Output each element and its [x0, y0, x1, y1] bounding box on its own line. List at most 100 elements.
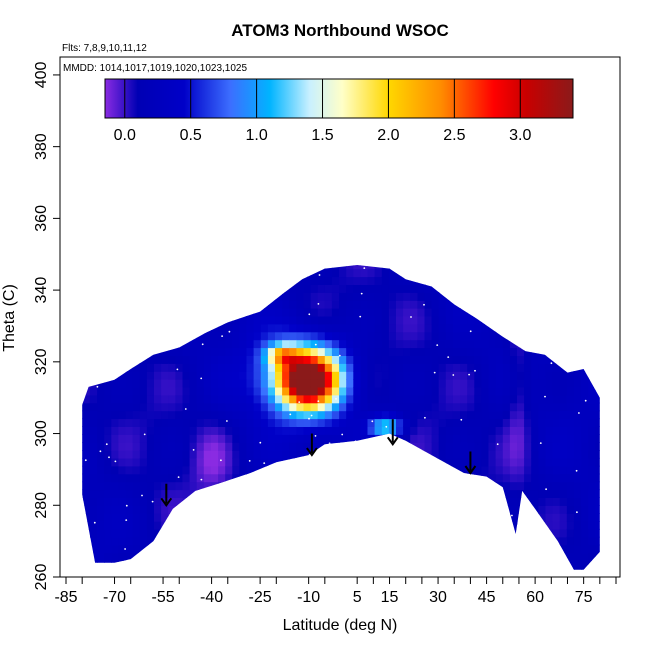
heatmap-cell	[154, 497, 162, 506]
heatmap-cell	[524, 442, 532, 451]
heatmap-cell	[567, 245, 575, 254]
heatmap-cell	[559, 315, 568, 325]
heatmap-cell	[303, 560, 312, 569]
heatmap-cell	[196, 560, 205, 569]
heatmap-cell	[581, 465, 589, 475]
heatmap-cell	[524, 410, 532, 420]
heatmap-cell	[175, 253, 183, 261]
heatmap-cell	[502, 505, 511, 514]
heatmap-cell	[367, 300, 376, 309]
heatmap-cell	[460, 497, 468, 506]
heatmap-cell	[381, 568, 390, 570]
heatmap-cell	[239, 457, 248, 467]
y-tick-label: 400	[33, 61, 50, 88]
heatmap-cell	[111, 544, 119, 554]
heatmap-cell	[175, 434, 184, 443]
heatmap-cell	[467, 505, 475, 514]
heatmap-cell	[331, 355, 340, 364]
heatmap-cell	[381, 323, 390, 333]
heatmap-cell	[368, 253, 376, 261]
heatmap-cell	[524, 323, 532, 333]
heatmap-cell	[118, 434, 127, 443]
heatmap-cell	[253, 363, 262, 372]
heatmap-cell	[467, 418, 475, 427]
heatmap-cell	[111, 521, 119, 530]
heatmap-cell	[538, 418, 547, 427]
heatmap-cell	[132, 513, 141, 522]
heatmap-cell	[403, 315, 411, 325]
heatmap-cell	[275, 386, 283, 396]
heatmap-cell	[531, 473, 539, 483]
heatmap-cell	[360, 268, 369, 278]
heatmap-cell	[374, 331, 383, 341]
heatmap-cell	[566, 386, 575, 396]
heatmap-cell	[146, 265, 155, 270]
heatmap-cell	[353, 489, 361, 498]
heatmap-cell	[573, 505, 582, 514]
heatmap-cell	[573, 418, 582, 427]
heatmap-cell	[545, 536, 554, 546]
heatmap-cell	[374, 457, 383, 467]
heatmap-cell	[559, 371, 568, 380]
heatmap-cell	[367, 560, 376, 569]
heatmap-cell	[353, 347, 361, 356]
heatmap-cell	[438, 481, 447, 491]
heatmap-cell	[403, 363, 411, 372]
heatmap-cell	[82, 265, 91, 270]
heatmap-cell	[210, 552, 219, 562]
heatmap-cell	[168, 386, 176, 396]
heatmap-cell	[253, 434, 262, 443]
heatmap-cell	[495, 568, 504, 570]
heatmap-cell	[161, 410, 169, 420]
heatmap-cell	[588, 536, 596, 546]
heatmap-cell	[289, 513, 297, 522]
heatmap-cell	[246, 315, 255, 325]
heatmap-cell	[289, 418, 297, 427]
heatmap-cell	[339, 544, 347, 554]
heatmap-cell	[97, 371, 105, 380]
heatmap-cell	[353, 268, 361, 278]
heatmap-cell	[210, 265, 219, 270]
heatmap-cell	[531, 497, 539, 506]
heatmap-cell	[239, 465, 248, 475]
heatmap-cell	[445, 450, 454, 459]
heatmap-cell	[552, 521, 561, 530]
heatmap-cell	[381, 442, 390, 451]
heatmap-cell	[303, 276, 312, 285]
heatmap-cell	[388, 568, 397, 570]
heatmap-cell	[353, 331, 361, 341]
heatmap-cell	[381, 292, 390, 301]
heatmap-cell	[125, 513, 134, 522]
heatmap-cell	[267, 457, 276, 467]
heatmap-cell	[104, 457, 112, 467]
heatmap-cell	[82, 268, 91, 278]
heatmap-cell	[125, 379, 134, 388]
heatmap-cell	[246, 268, 255, 278]
heatmap-cell	[168, 371, 176, 380]
heatmap-cell	[446, 576, 454, 585]
heatmap-cell	[97, 245, 105, 254]
heatmap-cell	[346, 505, 354, 514]
heatmap-cell	[374, 560, 383, 569]
heatmap-cell	[324, 268, 333, 278]
heatmap-cell	[417, 465, 426, 475]
heatmap-cell	[588, 442, 596, 451]
heatmap-cell	[154, 410, 162, 420]
heatmap-cell	[275, 394, 283, 404]
heatmap-cell	[139, 513, 148, 522]
heatmap-cell	[111, 442, 119, 451]
heatmap-cell	[325, 576, 333, 585]
heatmap-cell	[431, 379, 440, 388]
heatmap-cell	[445, 363, 454, 372]
heatmap-cell	[396, 315, 404, 325]
heatmap-cell	[581, 450, 589, 459]
heatmap-cell	[203, 481, 212, 491]
heatmap-cell	[282, 284, 290, 293]
heatmap-cell	[566, 450, 575, 459]
heatmap-cell	[175, 386, 184, 396]
heatmap-cell	[89, 497, 98, 506]
heatmap-cell	[374, 394, 383, 404]
heatmap-cell	[559, 489, 568, 498]
heatmap-cell	[552, 536, 561, 546]
heatmap-cell	[410, 568, 418, 570]
